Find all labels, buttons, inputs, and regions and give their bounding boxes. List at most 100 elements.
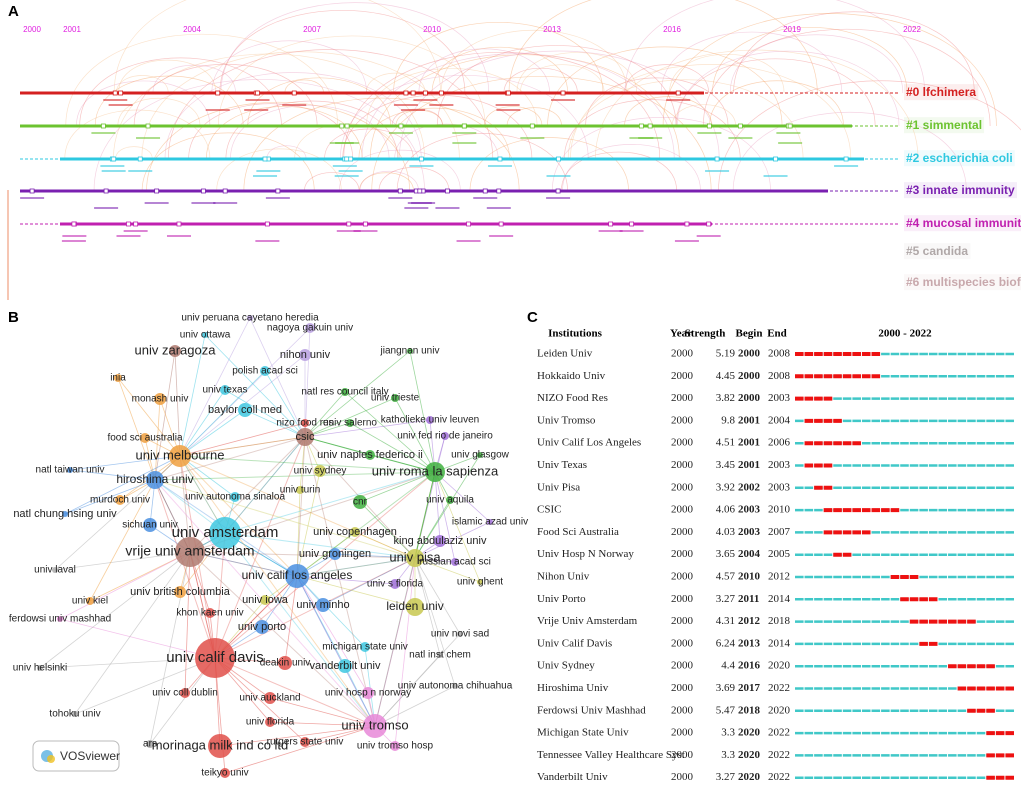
network-edge <box>304 350 411 438</box>
node-label: food sci australia <box>107 433 182 444</box>
table-cell: 2000 <box>671 682 694 694</box>
timeline-node <box>738 123 743 129</box>
citation-arc <box>152 64 236 94</box>
table-cell: Univ Porto <box>537 593 586 605</box>
network-edge <box>269 721 376 727</box>
network-edge <box>269 697 376 727</box>
cluster-label-bg <box>904 84 979 101</box>
citation-arc <box>219 9 466 94</box>
node-label: univ calif los angeles <box>242 568 353 582</box>
node-label: univ glasgow <box>451 450 510 461</box>
network-edge <box>374 471 436 727</box>
table-cell: 2003 <box>768 392 791 404</box>
node-label: islamic azad univ <box>452 517 528 528</box>
node-label: univ pisa <box>389 549 441 564</box>
citation-arc <box>113 53 426 160</box>
table-cell: 2007 <box>768 526 791 538</box>
node-text-stub <box>265 197 290 199</box>
cluster-label-bg <box>904 243 971 260</box>
node-text-stub <box>763 175 788 177</box>
network-edge <box>374 654 441 727</box>
network-edge <box>304 419 431 438</box>
network-node <box>296 428 314 446</box>
network-edge <box>59 618 216 659</box>
node-text-stub <box>123 230 148 232</box>
network-edge <box>189 551 376 727</box>
node-label: vanderbilt univ <box>310 660 381 672</box>
network-node <box>329 548 341 560</box>
network-node <box>278 656 292 670</box>
network-node <box>205 608 215 618</box>
citation-arc <box>709 80 844 127</box>
network-node <box>457 631 463 637</box>
node-label: univ ottawa <box>180 330 231 341</box>
network-edge <box>179 455 298 577</box>
citation-arc <box>113 0 441 94</box>
network-node <box>299 349 311 361</box>
node-text-stub <box>61 240 86 242</box>
network-edge <box>69 455 181 471</box>
network-edge <box>296 575 396 585</box>
timeline-node <box>262 156 268 162</box>
network-node <box>391 394 399 402</box>
table-cell: 2000 <box>671 571 694 583</box>
table-cell: 2000 <box>671 459 694 471</box>
node-label: univ texas <box>202 385 247 396</box>
citation-arc <box>662 13 997 127</box>
node-label: univ amsterdam <box>172 524 279 541</box>
network-edge <box>414 557 481 583</box>
table-cell: 3.82 <box>716 392 735 404</box>
citation-arc <box>669 54 785 94</box>
citation-arc <box>624 0 926 94</box>
network-edge <box>179 436 306 457</box>
table-cell: 2000 <box>738 370 761 382</box>
network-edge <box>179 389 226 457</box>
table-cell: Vrije Univ Amsterdam <box>537 615 638 627</box>
timeline-node <box>496 188 502 194</box>
network-node <box>260 366 270 376</box>
citation-arc <box>266 145 307 160</box>
node-text-stub <box>705 170 730 172</box>
citation-arc <box>732 111 967 192</box>
timeline-node <box>137 156 143 162</box>
node-text-stub <box>244 109 269 111</box>
network-node <box>305 323 315 333</box>
table-cell: 2020 <box>768 660 791 672</box>
node-text-stub <box>91 132 116 134</box>
node-label: univ roma la sapienza <box>372 463 499 478</box>
node-text-stub <box>144 202 169 204</box>
citation-arc <box>570 64 852 160</box>
network-edge <box>54 551 191 571</box>
node-text-stub <box>401 109 426 111</box>
timeline-node <box>556 156 561 162</box>
timeline-node <box>675 90 681 96</box>
table-cell: 2000 <box>738 348 761 360</box>
network-edge <box>296 489 301 577</box>
network-edge <box>409 350 436 473</box>
node-text-stub <box>486 207 511 209</box>
node-text-stub <box>128 170 153 172</box>
node-label: univ tromso <box>341 717 408 732</box>
node-label: katholieke univ leuven <box>381 415 479 426</box>
node-label: univ novi sad <box>431 629 489 640</box>
table-cell: 2010 <box>768 504 791 516</box>
table-cell: 2020 <box>738 771 761 783</box>
citation-arc <box>506 107 562 127</box>
timeline-node <box>339 123 345 129</box>
node-text-stub <box>598 230 623 232</box>
table-cell: 2001 <box>738 437 760 449</box>
table-cell: Univ Hosp N Norway <box>537 548 634 560</box>
node-label: univ autonoma sinaloa <box>185 492 286 503</box>
table-cell: 2014 <box>768 593 791 605</box>
network-edge <box>204 334 306 438</box>
cluster-label: #5 candida <box>906 244 968 258</box>
node-text-stub <box>778 142 803 144</box>
network-edge <box>179 455 376 727</box>
citation-arc <box>339 149 461 192</box>
node-label: deakin univ <box>260 658 311 669</box>
panel-label: A <box>8 3 19 20</box>
network-edge <box>154 479 216 659</box>
citation-arc <box>562 144 701 192</box>
citation-arc <box>230 105 390 160</box>
